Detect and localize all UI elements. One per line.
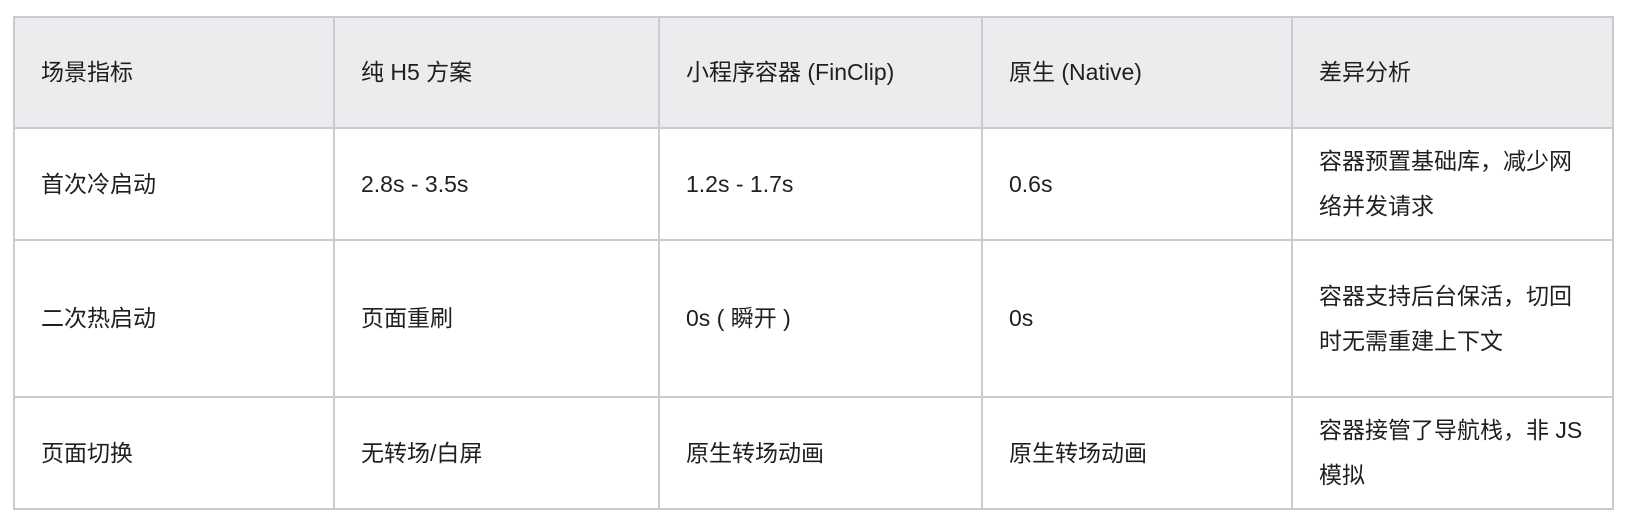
table-cell: 0s ( 瞬开 ): [658, 239, 983, 398]
header-cell: 小程序容器 (FinClip): [658, 16, 983, 129]
table-cell: 容器接管了导航栈，非 JS 模拟: [1291, 396, 1614, 510]
table-row: 页面切换 无转场/白屏 原生转场动画 原生转场动画 容器接管了导航栈，非 JS …: [13, 396, 1614, 510]
table-row: 二次热启动 页面重刷 0s ( 瞬开 ) 0s 容器支持后台保活，切回时无需重建…: [13, 239, 1614, 398]
table-cell: 页面切换: [13, 396, 335, 510]
table-cell: 原生转场动画: [658, 396, 983, 510]
table-cell: 容器支持后台保活，切回时无需重建上下文: [1291, 239, 1614, 398]
table-cell: 无转场/白屏: [333, 396, 660, 510]
table-cell: 容器预置基础库，减少网络并发请求: [1291, 127, 1614, 241]
table-cell: 页面重刷: [333, 239, 660, 398]
table-cell: 2.8s - 3.5s: [333, 127, 660, 241]
table-cell: 原生转场动画: [981, 396, 1293, 510]
header-cell: 场景指标: [13, 16, 335, 129]
table-cell: 二次热启动: [13, 239, 335, 398]
table-header-row: 场景指标 纯 H5 方案 小程序容器 (FinClip) 原生 (Native)…: [13, 16, 1614, 129]
table-cell: 首次冷启动: [13, 127, 335, 241]
header-cell: 原生 (Native): [981, 16, 1293, 129]
header-cell: 纯 H5 方案: [333, 16, 660, 129]
table-cell: 0s: [981, 239, 1293, 398]
table-cell: 0.6s: [981, 127, 1293, 241]
table-row: 首次冷启动 2.8s - 3.5s 1.2s - 1.7s 0.6s 容器预置基…: [13, 127, 1614, 241]
header-cell: 差异分析: [1291, 16, 1614, 129]
table-cell: 1.2s - 1.7s: [658, 127, 983, 241]
comparison-table: 场景指标 纯 H5 方案 小程序容器 (FinClip) 原生 (Native)…: [13, 16, 1614, 510]
